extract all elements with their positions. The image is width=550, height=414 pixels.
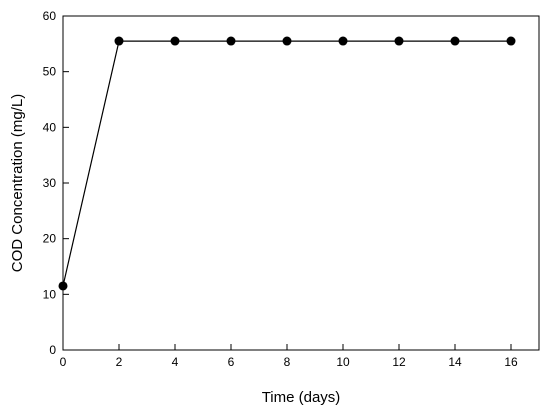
x-tick-label: 14 bbox=[448, 355, 462, 369]
data-point bbox=[114, 36, 124, 46]
y-axis-ticks: 0 10 20 30 40 50 60 bbox=[43, 9, 69, 357]
series-group bbox=[58, 36, 516, 291]
x-axis-ticks: 0 2 4 6 8 10 12 14 16 bbox=[60, 344, 518, 369]
x-tick-label: 8 bbox=[284, 355, 291, 369]
y-tick-label: 30 bbox=[43, 176, 57, 190]
y-axis-label: COD Concentration (mg/L) bbox=[9, 94, 26, 272]
data-point bbox=[226, 36, 236, 46]
x-tick-label: 0 bbox=[60, 355, 67, 369]
data-point bbox=[506, 36, 516, 46]
data-point bbox=[282, 36, 292, 46]
data-point bbox=[170, 36, 180, 46]
y-tick-label: 10 bbox=[43, 287, 57, 301]
x-tick-label: 2 bbox=[116, 355, 123, 369]
plot-frame bbox=[62, 15, 540, 351]
y-tick-label: 60 bbox=[43, 9, 57, 23]
data-point bbox=[58, 281, 68, 291]
x-tick-label: 12 bbox=[392, 355, 406, 369]
x-tick-label: 16 bbox=[504, 355, 518, 369]
x-tick-label: 4 bbox=[172, 355, 179, 369]
data-point bbox=[338, 36, 348, 46]
y-tick-label: 0 bbox=[49, 343, 56, 357]
data-point bbox=[394, 36, 404, 46]
x-axis-label: Time (days) bbox=[262, 389, 341, 406]
x-tick-label: 10 bbox=[336, 355, 350, 369]
series-line bbox=[62, 40, 511, 287]
y-tick-label: 50 bbox=[43, 65, 57, 79]
data-point bbox=[450, 36, 460, 46]
x-tick-label: 6 bbox=[228, 355, 235, 369]
y-tick-label: 20 bbox=[43, 232, 57, 246]
y-tick-label: 40 bbox=[43, 120, 57, 134]
